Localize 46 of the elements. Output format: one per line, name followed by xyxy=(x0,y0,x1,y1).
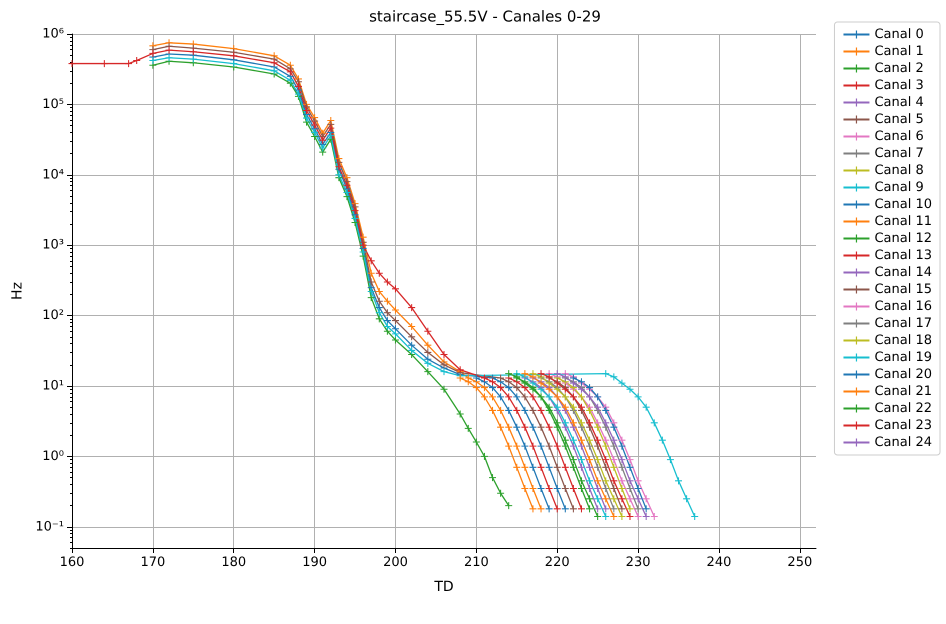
legend-label: Canal 7 xyxy=(874,146,924,161)
legend-label: Canal 23 xyxy=(874,418,932,433)
x-tick-label: 220 xyxy=(544,555,570,570)
legend-label: Canal 8 xyxy=(874,163,924,178)
y-tick-label: 10⁰ xyxy=(42,448,64,464)
legend-label: Canal 3 xyxy=(874,78,924,93)
y-tick-label: 10⁵ xyxy=(42,96,64,112)
x-tick-label: 200 xyxy=(383,555,408,570)
y-tick-label: 10¹ xyxy=(42,378,64,394)
legend-label: Canal 16 xyxy=(874,299,932,314)
chart-title: staircase_55.5V - Canales 0-29 xyxy=(369,8,601,26)
y-axis-title: Hz xyxy=(9,282,26,300)
legend-label: Canal 5 xyxy=(874,112,924,127)
legend-label: Canal 2 xyxy=(874,61,924,76)
x-tick-label: 160 xyxy=(60,555,84,570)
legend-label: Canal 9 xyxy=(874,180,924,195)
legend-label: Canal 18 xyxy=(874,333,932,348)
legend-label: Canal 13 xyxy=(874,248,932,263)
legend-label: Canal 6 xyxy=(874,129,924,144)
legend-label: Canal 21 xyxy=(874,384,932,399)
x-axis-title: TD xyxy=(433,579,454,595)
legend-label: Canal 20 xyxy=(874,367,932,382)
x-tick-label: 230 xyxy=(626,555,650,570)
x-tick-label: 210 xyxy=(464,555,489,570)
legend-label: Canal 4 xyxy=(874,95,924,110)
legend-label: Canal 24 xyxy=(874,435,932,450)
x-tick-label: 240 xyxy=(706,555,732,570)
x-tick-label: 250 xyxy=(787,555,812,570)
y-tick-label: 10⁴ xyxy=(42,167,64,182)
legend-label: Canal 15 xyxy=(874,282,932,297)
legend-label: Canal 10 xyxy=(874,197,932,212)
y-tick-label: 10³ xyxy=(42,238,64,253)
legend-label: Canal 0 xyxy=(874,27,924,42)
y-tick-label: 10² xyxy=(42,308,64,324)
legend-label: Canal 19 xyxy=(874,350,932,365)
x-tick-label: 180 xyxy=(221,555,246,570)
x-tick-label: 170 xyxy=(140,555,166,570)
y-tick-label: 10⁶ xyxy=(42,26,64,42)
legend-label: Canal 17 xyxy=(874,316,932,331)
legend-label: Canal 1 xyxy=(874,44,924,59)
legend-label: Canal 11 xyxy=(874,214,932,229)
x-tick-label: 190 xyxy=(302,555,328,570)
y-tick-label: 10⁻¹ xyxy=(35,519,64,534)
legend-label: Canal 14 xyxy=(874,265,932,280)
legend-label: Canal 12 xyxy=(874,231,932,246)
legend-label: Canal 22 xyxy=(874,401,932,416)
